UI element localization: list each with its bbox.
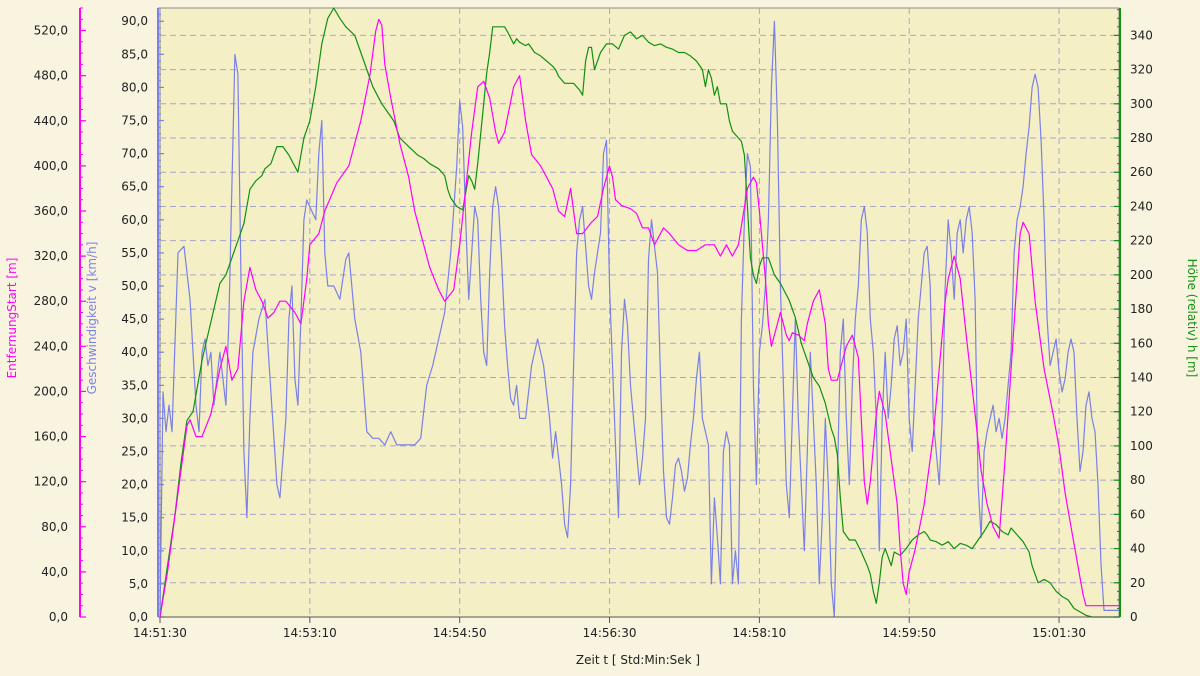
height-axis-tick-label: 140 xyxy=(1130,371,1153,385)
grid xyxy=(160,8,1119,617)
speed-axis-tick-label: 60,0 xyxy=(121,213,148,227)
plot-area xyxy=(159,7,1120,618)
speed-axis-tick-label: 15,0 xyxy=(121,511,148,525)
speed-axis-tick-label: 90,0 xyxy=(121,14,148,28)
height-axis-tick-label: 40 xyxy=(1130,542,1145,556)
height-axis-tick-label: 200 xyxy=(1130,268,1153,282)
height-axis-tick-label: 160 xyxy=(1130,336,1153,350)
distance-axis-tick-label: 160,0 xyxy=(34,430,68,444)
time-axis-tick-label: 14:51:30 xyxy=(133,626,187,640)
distance-axis-tick-label: 120,0 xyxy=(34,475,68,489)
axis-label-time: Zeit t [ Std:Min:Sek ] xyxy=(576,653,700,667)
height-axis-tick-label: 280 xyxy=(1130,131,1153,145)
height-axis-tick-label: 260 xyxy=(1130,165,1153,179)
speed-axis-tick-label: 30,0 xyxy=(121,411,148,425)
height-axis-tick-label: 120 xyxy=(1130,405,1153,419)
distance-axis-tick-label: 200,0 xyxy=(34,384,68,398)
speed-axis-tick-label: 45,0 xyxy=(121,312,148,326)
speed-axis-tick-label: 50,0 xyxy=(121,279,148,293)
time-axis-tick-label: 14:59:50 xyxy=(882,626,936,640)
time-axis-tick-label: 15:01:30 xyxy=(1032,626,1086,640)
distance-axis-tick-label: 480,0 xyxy=(34,69,68,83)
speed-line xyxy=(159,20,1119,618)
distance-axis-tick-label: 520,0 xyxy=(34,24,68,38)
speed-axis-tick-label: 5,0 xyxy=(129,577,148,591)
distance-axis-tick-label: 320,0 xyxy=(34,249,68,263)
height-axis-tick-label: 340 xyxy=(1130,28,1153,42)
time-axis-tick-label: 14:56:30 xyxy=(583,626,637,640)
speed-axis-tick-label: 40,0 xyxy=(121,345,148,359)
axes: 0,040,080,0120,0160,0200,0240,0280,0320,… xyxy=(34,7,1153,640)
speed-axis-tick-label: 80,0 xyxy=(121,80,148,94)
height-axis-tick-label: 0 xyxy=(1130,610,1138,624)
distance-axis-tick-label: 360,0 xyxy=(34,204,68,218)
height-axis-tick-label: 240 xyxy=(1130,199,1153,213)
distance-axis-tick-label: 40,0 xyxy=(41,565,68,579)
speed-axis-tick-label: 85,0 xyxy=(121,47,148,61)
axis-label-distance: EntfernungStart [m] xyxy=(5,258,19,379)
height-axis-tick-label: 80 xyxy=(1130,473,1145,487)
speed-axis-tick-label: 70,0 xyxy=(121,147,148,161)
height-axis-tick-label: 320 xyxy=(1130,63,1153,77)
distance-axis-tick-label: 440,0 xyxy=(34,114,68,128)
series-speed xyxy=(159,20,1119,618)
height-axis-tick-label: 60 xyxy=(1130,507,1145,521)
time-axis-tick-label: 14:58:10 xyxy=(732,626,786,640)
time-axis-tick-label: 14:54:50 xyxy=(433,626,487,640)
distance-line xyxy=(159,18,1119,618)
speed-axis-tick-label: 75,0 xyxy=(121,114,148,128)
axis-label-height: Höhe (relativ) h [m] xyxy=(1185,259,1199,378)
speed-axis-tick-label: 20,0 xyxy=(121,478,148,492)
speed-axis-tick-label: 10,0 xyxy=(121,544,148,558)
speed-axis-tick-label: 55,0 xyxy=(121,246,148,260)
speed-axis-tick-label: 35,0 xyxy=(121,378,148,392)
height-axis-tick-label: 100 xyxy=(1130,439,1153,453)
height-axis-tick-label: 180 xyxy=(1130,302,1153,316)
series-height xyxy=(159,7,1119,618)
distance-axis-tick-label: 240,0 xyxy=(34,339,68,353)
distance-axis-tick-label: 0,0 xyxy=(49,610,68,624)
distance-axis-tick-label: 280,0 xyxy=(34,294,68,308)
height-axis-tick-label: 20 xyxy=(1130,576,1145,590)
height-line xyxy=(159,7,1119,618)
speed-axis-tick-label: 25,0 xyxy=(121,445,148,459)
height-axis-tick-label: 300 xyxy=(1130,97,1153,111)
series-distance xyxy=(159,18,1119,618)
height-axis-tick-label: 220 xyxy=(1130,234,1153,248)
distance-axis-tick-label: 400,0 xyxy=(34,159,68,173)
axis-label-speed: Geschwindigkeit v [km/h] xyxy=(85,242,99,395)
distance-axis-tick-label: 80,0 xyxy=(41,520,68,534)
time-axis-tick-label: 14:53:10 xyxy=(283,626,337,640)
speed-axis-tick-label: 65,0 xyxy=(121,180,148,194)
speed-axis-tick-label: 0,0 xyxy=(129,610,148,624)
